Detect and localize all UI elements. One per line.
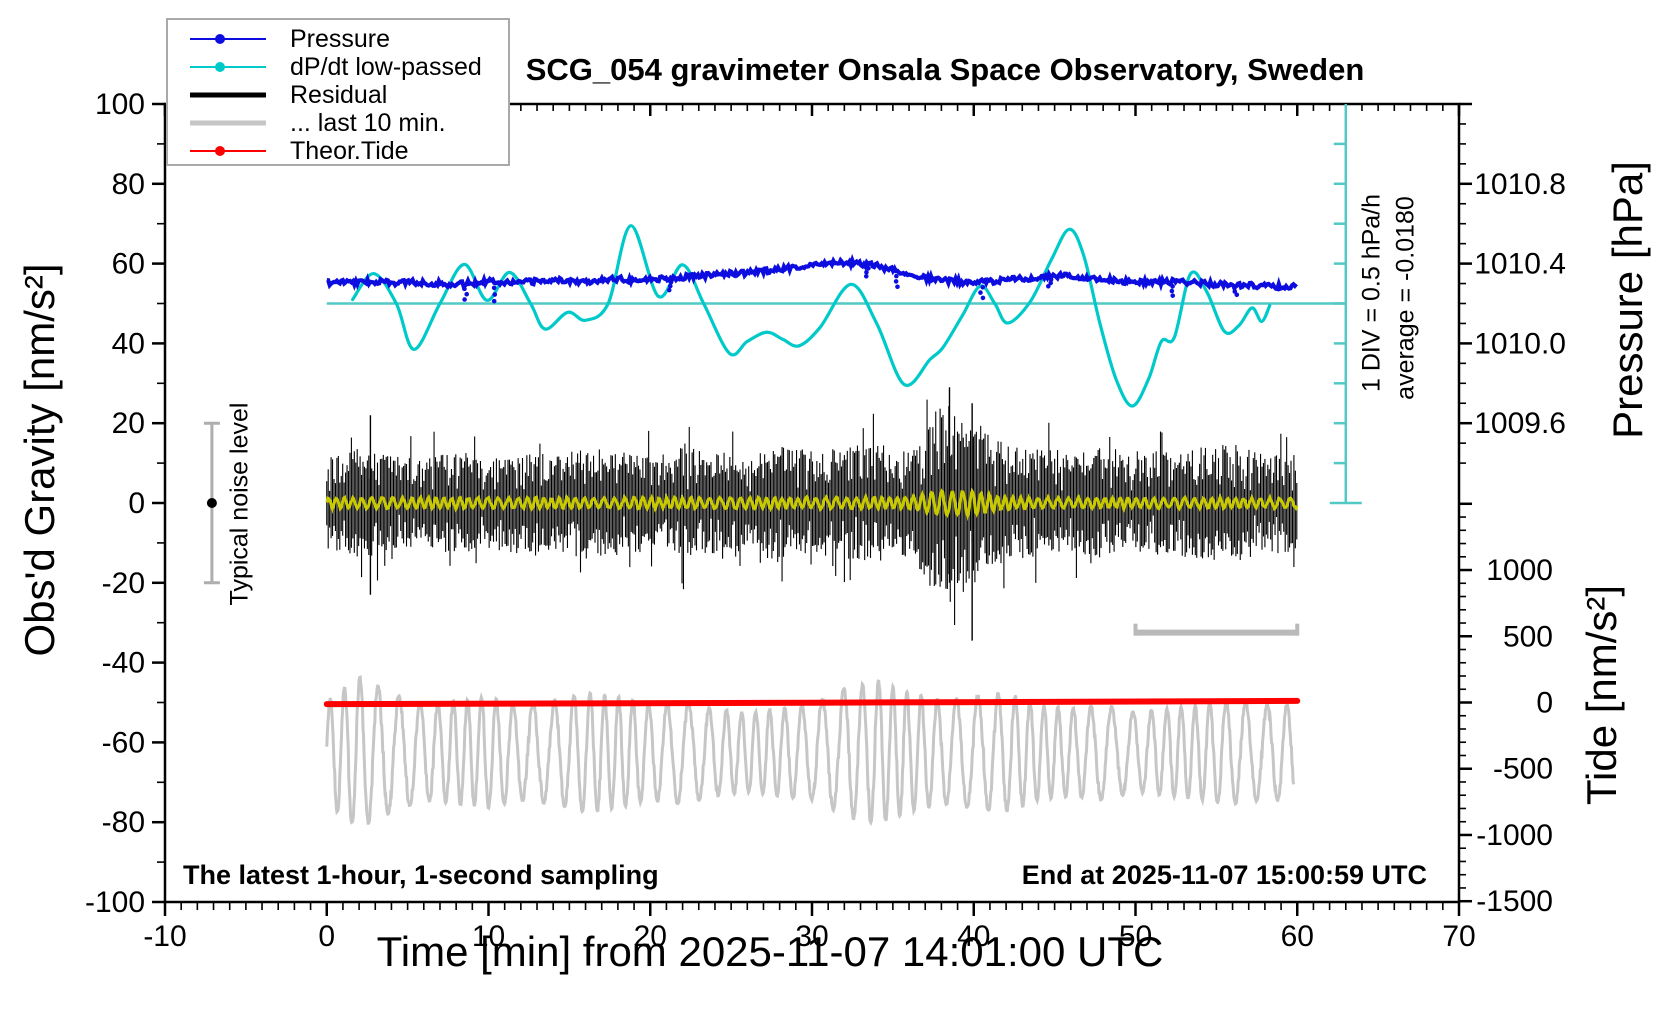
pressure-outlier-dot	[864, 269, 869, 275]
residual-line-icon	[168, 81, 280, 109]
pressure-tick-label: 1010.4	[1474, 248, 1566, 281]
pressure-outlier-dot	[491, 298, 497, 304]
legend-item-residual: Residual	[168, 81, 508, 109]
pressure-outlier-dot	[1232, 289, 1238, 294]
pressure-outlier-dot	[492, 292, 498, 297]
x-tick-label: 70	[1442, 920, 1475, 953]
chart-title: SCG_054 gravimeter Onsala Space Observat…	[525, 52, 1365, 87]
x-axis-title: Time [min] from 2025-11-07 14:01:00 UTC	[376, 928, 1164, 975]
y-axis-title-gravity: Obs'd Gravity [nm/s²]	[16, 263, 63, 657]
gravity-tick-label: 100	[95, 88, 145, 121]
pressure-outlier-dot	[1169, 288, 1175, 294]
y-axis-title-tide: Tide [nm/s²]	[1578, 584, 1625, 806]
pressure-outlier-dot	[978, 290, 983, 295]
x-tick-label: 30	[795, 920, 828, 953]
tide-tick-label: 500	[1503, 620, 1553, 653]
gravity-tick-label: -60	[102, 726, 145, 759]
tide-tick-label: 0	[1536, 687, 1553, 720]
pressure-outlier-dot	[464, 291, 469, 297]
pressure-outlier-dot	[1170, 284, 1175, 289]
tide-tick-label: -1000	[1476, 819, 1553, 852]
gravity-tick-label: 60	[112, 248, 145, 281]
x-tick-label: -10	[143, 920, 186, 953]
gravity-tick-label: -20	[102, 567, 145, 600]
pressure-outlier-dot	[462, 286, 467, 292]
pressure-outlier-dot	[863, 273, 869, 279]
legend-item-theortide: Theor.Tide	[168, 137, 508, 165]
gravity-tick-label: 0	[128, 487, 145, 520]
x-tick-label: 50	[1119, 920, 1152, 953]
last10-trace	[325, 674, 1296, 827]
dpdt-line-icon	[168, 53, 280, 81]
tide-tick-label: 1000	[1486, 554, 1553, 587]
end-time-note: End at 2025-11-07 15:00:59 UTC	[1021, 860, 1427, 890]
legend-label: Theor.Tide	[290, 136, 409, 165]
pressure-outlier-dot	[491, 285, 497, 291]
x-tick-label: 20	[634, 920, 667, 953]
noise-level-dot	[206, 498, 217, 508]
pressure-trace	[326, 253, 1298, 292]
pressure-outlier-dot	[667, 283, 673, 289]
pressure-outlier-dot	[980, 284, 986, 290]
pressure-outlier-dot	[668, 279, 674, 285]
legend-label: Pressure	[290, 24, 391, 53]
gravity-tick-label: -100	[85, 886, 145, 919]
pressure-outlier-dot	[1234, 292, 1240, 298]
sampling-note: The latest 1-hour, 1-second sampling	[183, 860, 659, 890]
tide-tick-label: -500	[1493, 753, 1553, 786]
div-scale-note: 1 DIV = 0.5 hPa/h	[1357, 193, 1386, 393]
legend-item-pressure: Pressure	[168, 25, 508, 53]
residual-smoothed-trace	[325, 487, 1299, 521]
pressure-outlier-dot	[1170, 293, 1176, 298]
pressure-tick-label: 1010.0	[1474, 327, 1566, 360]
gravity-tick-label: 40	[112, 327, 145, 360]
theortide-line-icon	[168, 137, 280, 165]
gravity-tick-label: -40	[102, 647, 145, 680]
legend: Pressure dP/dt low-passed Residual ... l…	[166, 18, 510, 166]
pressure-outlier-dot	[1232, 285, 1237, 291]
theor-tide-trace	[323, 697, 1301, 708]
legend-label: Residual	[290, 80, 388, 109]
pressure-outlier-dot	[980, 295, 986, 301]
pressure-tick-label: 1010.8	[1474, 168, 1566, 201]
pressure-tick-label: 1009.6	[1474, 407, 1566, 440]
pressure-outlier-dot	[1046, 284, 1051, 289]
pressure-outlier-dot	[893, 279, 899, 284]
x-tick-label: 0	[318, 920, 335, 953]
pressure-outlier-dot	[895, 284, 900, 290]
pressure-outlier-dot	[894, 273, 899, 279]
legend-label: dP/dt low-passed	[290, 52, 482, 81]
pressure-outlier-dot	[666, 287, 672, 293]
legend-item-last10: ... last 10 min.	[168, 109, 508, 137]
pressure-outlier-dot	[1048, 280, 1053, 286]
pressure-line-icon	[168, 25, 280, 53]
average-note: average = -0.0180	[1391, 196, 1420, 400]
x-tick-label: 10	[472, 920, 505, 953]
legend-item-dpdt: dP/dt low-passed	[168, 53, 508, 81]
gravity-tick-label: -80	[102, 806, 145, 839]
pressure-outlier-dot	[462, 297, 467, 302]
x-tick-label: 60	[1281, 920, 1314, 953]
dpdt-curve	[351, 224, 1272, 408]
tide-tick-label: -1500	[1476, 885, 1553, 918]
typical-noise-label: Typical noise level	[225, 402, 254, 606]
y-axis-title-pressure: Pressure [hPa]	[1604, 161, 1651, 439]
pressure-outlier-dot	[866, 266, 871, 271]
residual-trace	[326, 387, 1298, 641]
last10-line-icon	[168, 109, 280, 137]
legend-label: ... last 10 min.	[290, 108, 446, 137]
x-tick-label: 40	[957, 920, 990, 953]
gravity-tick-label: 20	[112, 407, 145, 440]
gravity-tick-label: 80	[112, 168, 145, 201]
